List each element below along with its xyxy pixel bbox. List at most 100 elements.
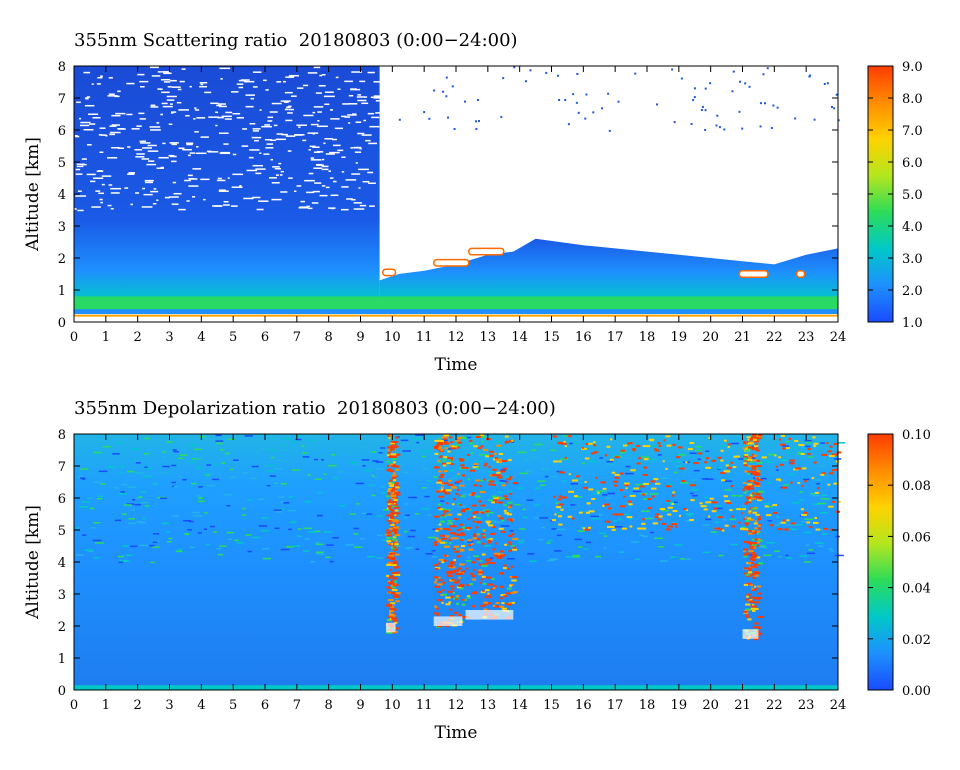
y-tick-label: 0 [58, 316, 66, 331]
overlap-band [74, 309, 838, 314]
x-tick-label: 5 [229, 330, 237, 345]
x-tick-label: 10 [384, 698, 401, 713]
x-tick-label: 3 [165, 698, 173, 713]
depolarization-ratio-chart: 0 1 2 3 4 5 6 7 8 9 10 11 12 13 14 15 16 17 18 19 20 21 22 23 24… [23, 428, 931, 743]
x-tick-label: 11 [416, 330, 433, 345]
x-tick-label: 10 [384, 330, 401, 345]
x-tick-label: 4 [197, 330, 205, 345]
x-tick-label: 15 [543, 330, 560, 345]
x-tick-label: 6 [261, 698, 269, 713]
x-tick-label: 21 [734, 698, 751, 713]
x-tick-label: 22 [766, 330, 783, 345]
x-tick-label: 16 [575, 698, 592, 713]
y-tick-label: 7 [58, 460, 66, 475]
x-tick-label: 15 [543, 698, 560, 713]
aerosol-region-left [74, 66, 380, 322]
cloud-contour [738, 270, 769, 278]
x-axis-label: Time [435, 723, 478, 743]
colorbar-tick-label: 5.0 [902, 188, 923, 203]
colorbar-tick-label: 0.10 [902, 428, 931, 443]
cloud-contour [467, 247, 505, 256]
x-tick-label: 18 [639, 330, 656, 345]
x-tick-label: 4 [197, 698, 205, 713]
x-tick-label: 12 [448, 330, 465, 345]
colorbar-tick-label: 3.0 [902, 252, 923, 267]
x-tick-label: 0 [70, 698, 78, 713]
colorbar-tick-label: 0.06 [902, 530, 931, 545]
x-tick-label: 3 [165, 330, 173, 345]
colorbar-tick-label: 8.0 [902, 92, 923, 107]
y-tick-label: 4 [58, 556, 66, 571]
y-tick-label: 8 [58, 60, 66, 75]
y-tick-label: 6 [58, 492, 66, 507]
feature-region [742, 629, 759, 639]
colorbar-tick-label: 7.0 [902, 124, 923, 139]
y-tick-label: 2 [58, 252, 66, 267]
x-tick-label: 9 [356, 698, 364, 713]
colorbar-tick-label: 0.08 [902, 479, 931, 494]
near-ground-band [74, 296, 838, 310]
y-tick-label: 0 [58, 684, 66, 699]
x-tick-label: 22 [766, 698, 783, 713]
y-tick-label: 5 [58, 156, 66, 171]
x-tick-label: 8 [325, 330, 333, 345]
x-tick-label: 2 [134, 698, 142, 713]
x-tick-label: 18 [639, 698, 656, 713]
x-tick-label: 19 [671, 330, 688, 345]
x-tick-label: 2 [134, 330, 142, 345]
x-tick-label: 13 [480, 698, 497, 713]
colorbar-tick-label: 6.0 [902, 156, 923, 171]
colorbar-tick-label: 0.02 [902, 633, 931, 648]
x-tick-label: 11 [416, 698, 433, 713]
y-tick-label: 3 [58, 588, 66, 603]
x-tick-label: 24 [830, 330, 847, 345]
colorbar-tick-label: 9.0 [902, 60, 923, 75]
x-tick-label: 14 [511, 698, 528, 713]
x-tick-label: 6 [261, 330, 269, 345]
chart-title: 355nm Depolarization ratio 20180803 (0:0… [74, 398, 556, 419]
y-tick-label: 2 [58, 620, 66, 635]
chart-title: 355nm Scattering ratio 20180803 (0:00−24… [74, 30, 518, 51]
x-axis-label: Time [435, 355, 478, 375]
cloud-contour [432, 258, 470, 267]
y-tick-label: 7 [58, 92, 66, 107]
y-tick-label: 6 [58, 124, 66, 139]
colorbar-tick-label: 4.0 [902, 220, 923, 235]
scattering-ratio-chart: 0 1 2 3 4 5 6 7 8 9 10 11 12 13 14 15 16 17 18 19 20 21 22 23 24… [23, 60, 923, 375]
depolarization-ratio-panel: 355nm Depolarization ratio 20180803 (0:0… [0, 368, 960, 753]
x-tick-label: 19 [671, 698, 688, 713]
x-tick-label: 9 [356, 330, 364, 345]
x-tick-label: 13 [480, 330, 497, 345]
cloud-contour [382, 268, 397, 277]
x-tick-label: 1 [102, 698, 110, 713]
y-tick-label: 4 [58, 188, 66, 203]
x-tick-label: 1 [102, 330, 110, 345]
feature-region [433, 616, 463, 626]
scattering-ratio-panel: 355nm Scattering ratio 20180803 (0:00−24… [23, 30, 923, 375]
x-tick-label: 21 [734, 330, 751, 345]
x-tick-label: 16 [575, 330, 592, 345]
colorbar [867, 433, 894, 691]
y-tick-label: 1 [58, 284, 66, 299]
x-tick-label: 17 [607, 698, 624, 713]
x-tick-label: 7 [293, 698, 301, 713]
x-tick-label: 12 [448, 698, 465, 713]
x-tick-label: 0 [70, 330, 78, 345]
y-tick-label: 5 [58, 524, 66, 539]
colorbar-tick-label: 0.00 [902, 684, 931, 699]
feature-region [385, 622, 396, 633]
x-tick-label: 14 [511, 330, 528, 345]
y-tick-label: 1 [58, 652, 66, 667]
x-tick-label: 8 [325, 698, 333, 713]
x-tick-label: 20 [702, 330, 719, 345]
x-tick-label: 20 [702, 698, 719, 713]
y-axis-label: Altitude [km] [23, 505, 43, 620]
feature-region [465, 610, 514, 620]
x-tick-label: 5 [229, 698, 237, 713]
y-axis-label: Altitude [km] [23, 137, 43, 252]
x-tick-label: 7 [293, 330, 301, 345]
x-tick-label: 23 [798, 698, 815, 713]
colorbar-tick-label: 1.0 [902, 316, 923, 331]
colorbar-tick-label: 0.04 [902, 582, 931, 597]
x-tick-label: 23 [798, 330, 815, 345]
